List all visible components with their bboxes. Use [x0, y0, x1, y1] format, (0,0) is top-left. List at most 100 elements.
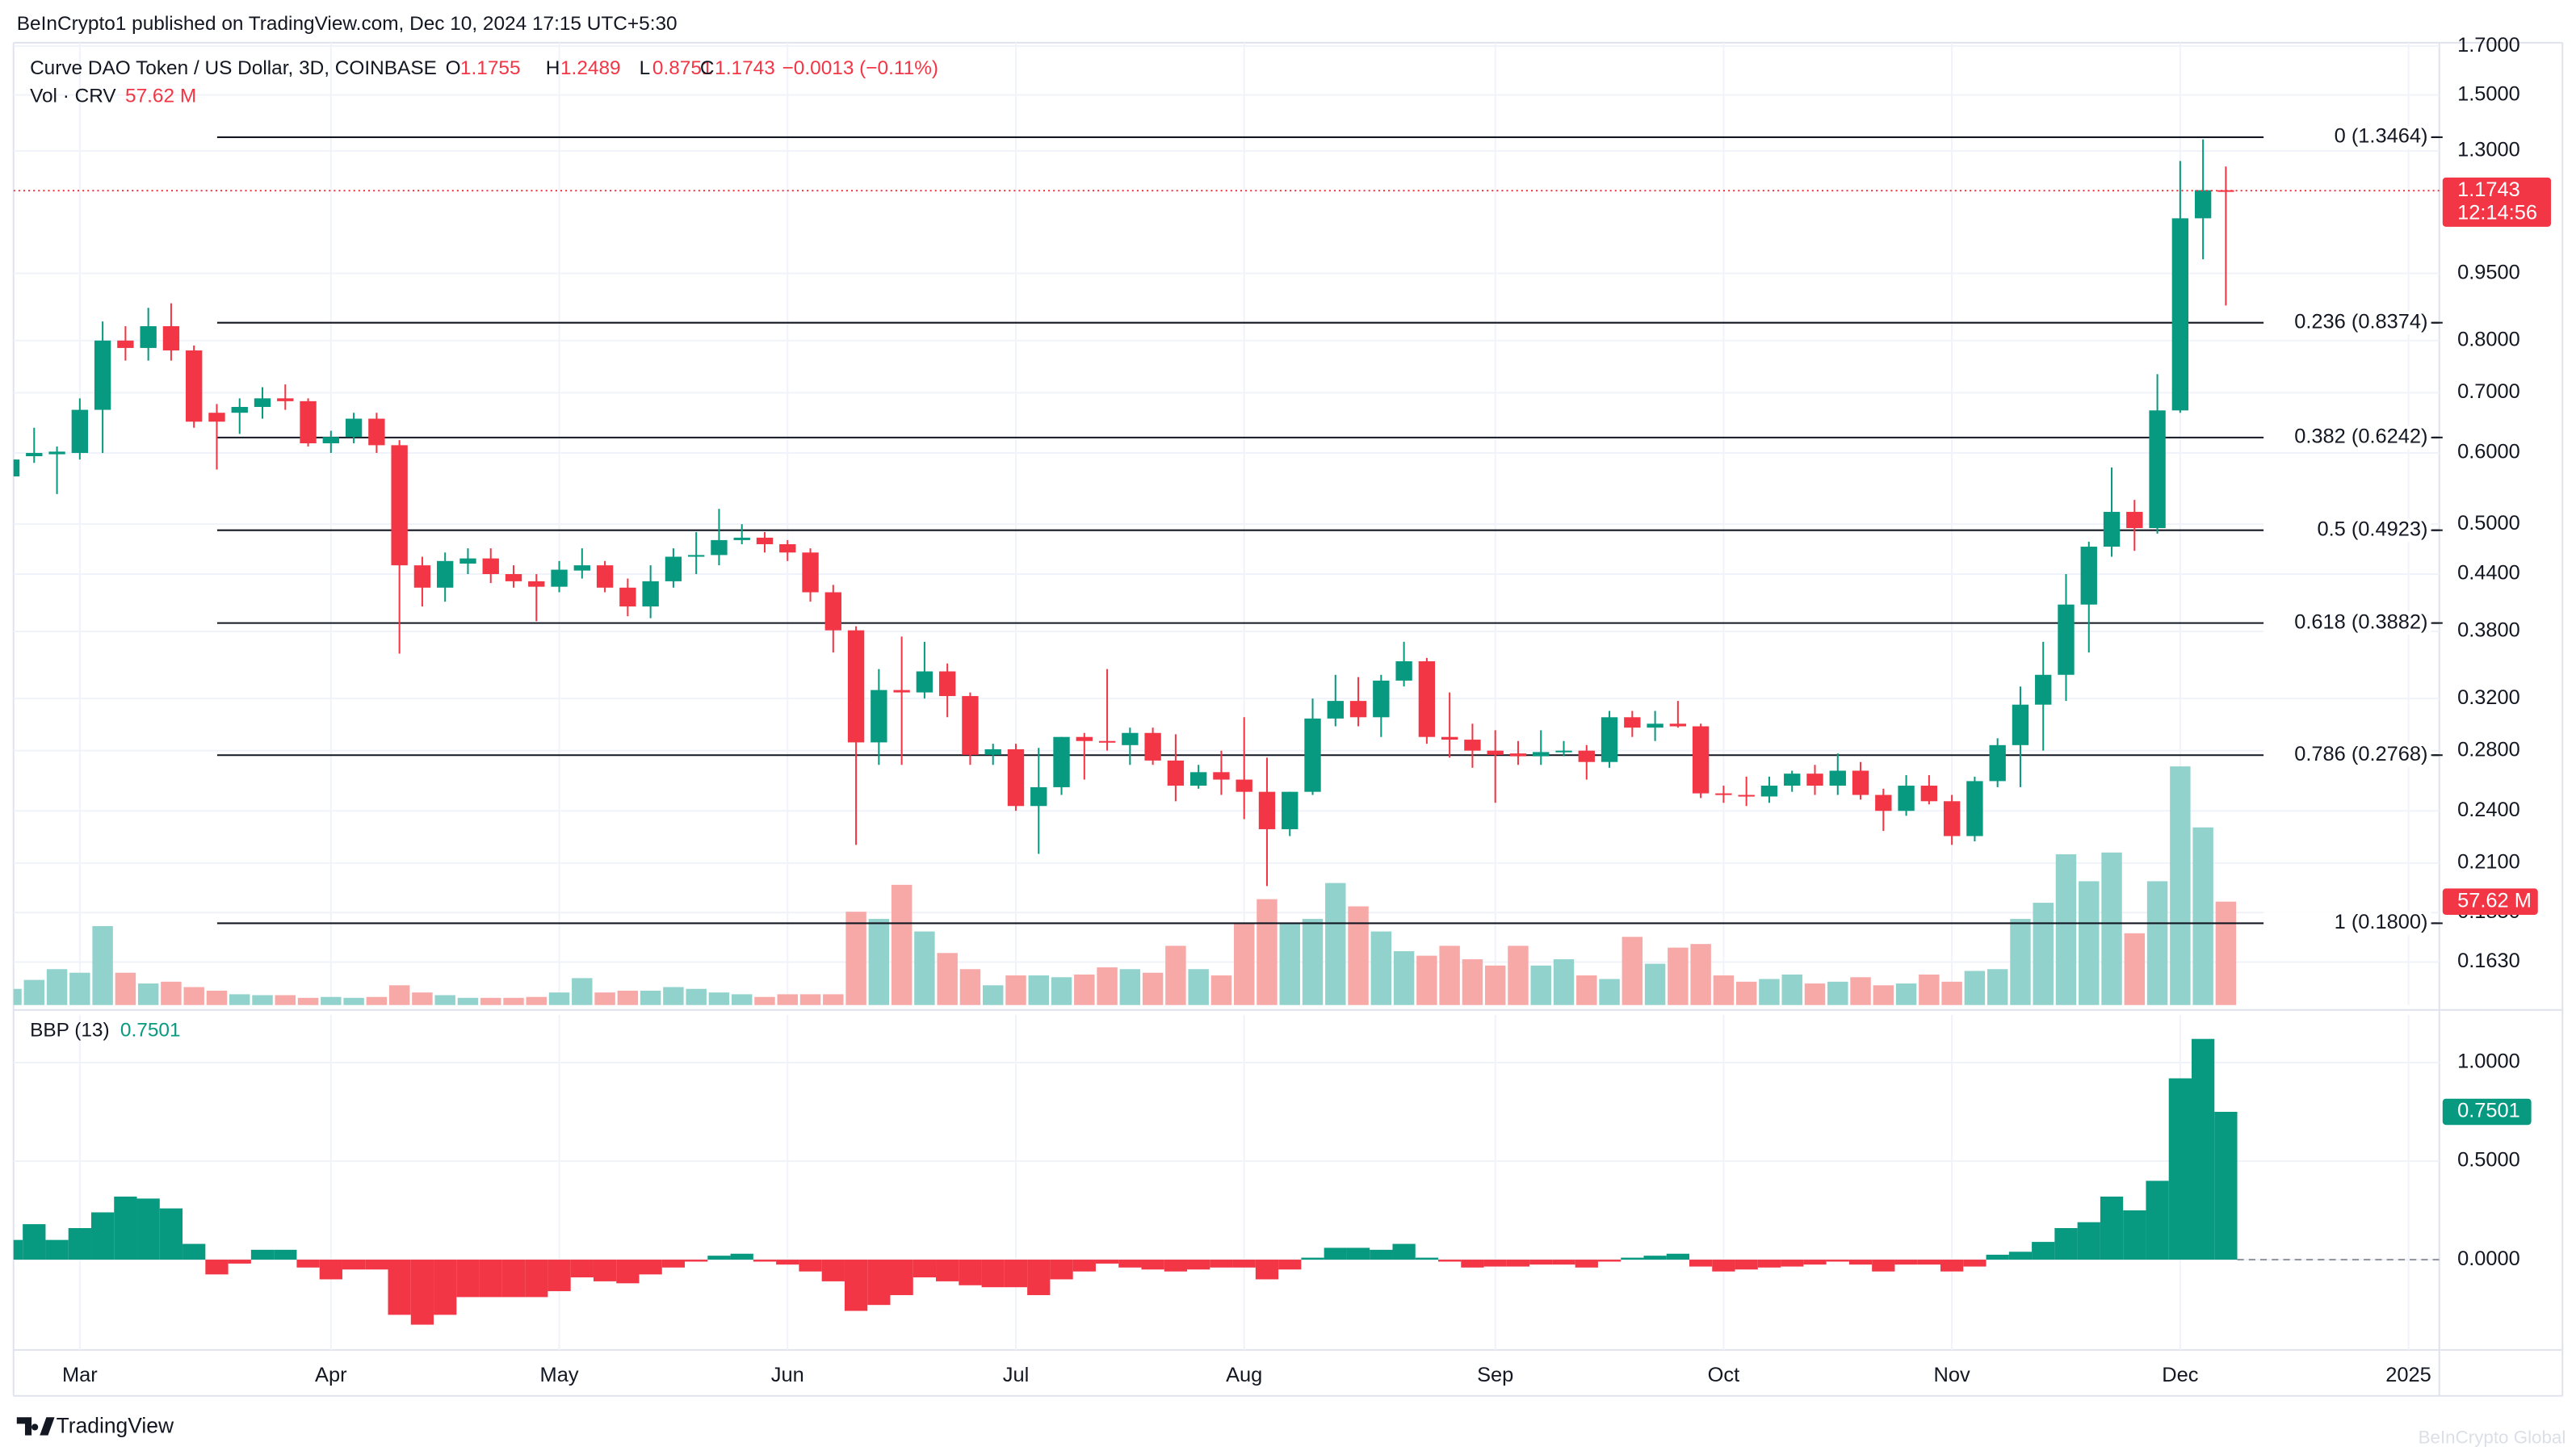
- bbp-bar: [1597, 1260, 1622, 1262]
- bbp-bar: [1643, 1256, 1667, 1260]
- bbp-bar: [1506, 1260, 1530, 1267]
- y-tick-label: 0.2100: [2457, 851, 2520, 874]
- x-tick-label: Dec: [2162, 1364, 2198, 1386]
- brand: TradingView: [57, 1413, 174, 1437]
- volume-bar: [206, 990, 228, 1005]
- watermark: BeInCrypto Global: [2419, 1428, 2566, 1448]
- bbp-bar: [1712, 1260, 1735, 1272]
- candle-body: [1007, 748, 1025, 807]
- volume-bar: [1028, 975, 1049, 1005]
- candle-body: [711, 539, 728, 556]
- volume-bar: [1530, 965, 1551, 1005]
- volume-bar: [1873, 985, 1894, 1005]
- y-tick-label: 0.2400: [2457, 799, 2520, 821]
- bbp-bar: [959, 1260, 982, 1285]
- fib-label-bg: [2263, 311, 2431, 334]
- y-tick-label: 0.2800: [2457, 738, 2520, 761]
- candle-body: [391, 445, 408, 566]
- fib-label-bg: [2263, 518, 2431, 542]
- candle-body: [1258, 791, 1276, 829]
- volume-bar: [1599, 979, 1620, 1005]
- volume-bar: [1097, 967, 1118, 1005]
- x-tick-label: Apr: [315, 1364, 347, 1386]
- fib-label: 0.5 (0.4923): [2317, 518, 2427, 540]
- bbp-bar: [1324, 1247, 1347, 1260]
- bbp-bar: [844, 1260, 868, 1311]
- volume-bar: [1759, 979, 1780, 1005]
- bbp-bar: [1894, 1260, 1918, 1265]
- volume-bar: [1508, 946, 1529, 1005]
- bbp-bar: [250, 1249, 275, 1260]
- symbol-title: Curve DAO Token / US Dollar, 3D, COINBAS…: [30, 57, 437, 79]
- bbp-bar: [45, 1239, 69, 1260]
- volume-bar: [868, 919, 890, 1005]
- volume-bar: [161, 981, 182, 1005]
- bbp-bar: [661, 1260, 686, 1268]
- volume-bar: [640, 990, 661, 1005]
- candle-body: [1578, 750, 1595, 762]
- bbp-bar: [68, 1228, 91, 1260]
- candle-body: [1418, 660, 1436, 737]
- x-tick-label: May: [540, 1364, 579, 1386]
- volume-bar: [1302, 919, 1324, 1005]
- candle-body: [1304, 718, 1321, 792]
- candle-body: [596, 565, 614, 588]
- volume-bar: [1325, 883, 1346, 1005]
- x-tick-label: Jun: [771, 1364, 804, 1386]
- candle-body: [642, 581, 659, 607]
- volume-bar: [1074, 974, 1095, 1005]
- volume-bar: [23, 979, 45, 1005]
- ohlc-letter: L: [640, 57, 651, 79]
- y-tick-label: 0.3200: [2457, 686, 2520, 709]
- plot: [13, 136, 2440, 1325]
- volume-label: 57.62 M: [2457, 889, 2532, 912]
- bbp-bar: [2008, 1252, 2033, 1260]
- frame: [12, 41, 2564, 1397]
- bbp-bar: [114, 1196, 137, 1260]
- bbp-bar: [205, 1260, 229, 1275]
- bbp-bar: [1848, 1260, 1873, 1265]
- volume-bar: [1370, 931, 1392, 1005]
- countdown-label: 12:14:56: [2457, 201, 2537, 224]
- candle-body: [1053, 736, 1070, 787]
- volume-bar: [937, 953, 958, 1005]
- candle-body: [71, 409, 89, 453]
- volume-bar: [2170, 766, 2191, 1005]
- volume-bar: [617, 990, 639, 1005]
- bbp-bar: [2123, 1210, 2146, 1260]
- candle-body: [117, 340, 134, 348]
- candle-body: [13, 459, 20, 477]
- candle-body: [277, 398, 294, 401]
- candle-body: [2035, 674, 2052, 705]
- bbp-title: BBP (13): [30, 1020, 110, 1042]
- fib-label: 0 (1.3464): [2335, 125, 2428, 148]
- volume-bar: [594, 992, 615, 1005]
- volume-bar: [434, 995, 455, 1005]
- volume-bar: [777, 994, 798, 1005]
- candle-body: [1898, 786, 1915, 811]
- bbp-bar: [501, 1260, 526, 1298]
- candle-body: [459, 558, 476, 564]
- candle-body: [824, 592, 841, 631]
- candle-body: [1236, 779, 1252, 792]
- candle-body: [48, 451, 65, 455]
- bbp-bar: [1141, 1260, 1164, 1270]
- ohlc-letter: C: [700, 57, 715, 79]
- candle-body: [140, 325, 157, 348]
- volume-bar: [1210, 975, 1232, 1005]
- x-tick-label: Oct: [1708, 1364, 1740, 1386]
- candle-body: [94, 340, 111, 410]
- candle-body: [2080, 547, 2097, 605]
- y-tick-label: 0.0000: [2457, 1247, 2520, 1270]
- volume-bar: [686, 988, 707, 1005]
- candle-body: [1509, 753, 1527, 757]
- candle-body: [1487, 750, 1504, 755]
- y-tick-label: 0.1630: [2457, 950, 2520, 972]
- bbp-bar: [1392, 1243, 1416, 1260]
- candle-body: [1624, 717, 1641, 728]
- bbp-bar: [548, 1260, 571, 1292]
- candle-body: [482, 558, 499, 575]
- bbp-bar: [2214, 1111, 2238, 1260]
- volume-bar: [1279, 922, 1300, 1005]
- candle-body: [1144, 732, 1161, 761]
